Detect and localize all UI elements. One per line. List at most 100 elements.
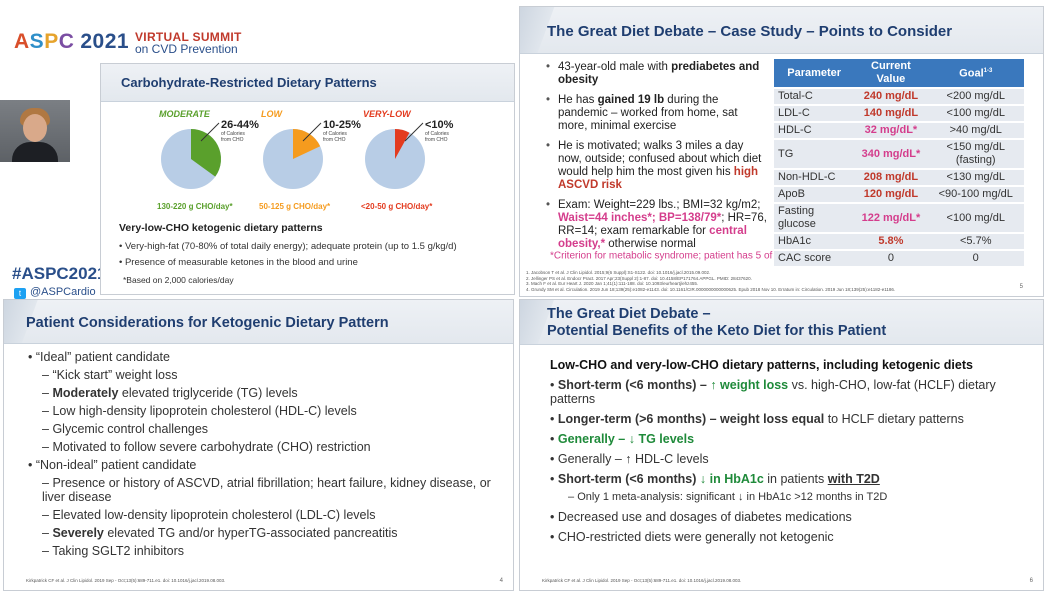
slide-title-bar: Carbohydrate-Restricted Dietary Patterns xyxy=(101,64,514,102)
sub-item: – Severely elevated TG and/or hyperTG-as… xyxy=(42,526,398,540)
pie-callout-line xyxy=(200,122,220,142)
pie-percentage: <10% of Calories from CHO xyxy=(425,119,454,143)
benefit-item: • Decreased use and dosages of diabetes … xyxy=(550,510,852,524)
slide-title-bar: The Great Diet Debate – Case Study – Poi… xyxy=(520,7,1043,54)
calorie-footnote: *Based on 2,000 calories/day xyxy=(123,275,234,285)
cell-parameter: LDL-C xyxy=(774,105,855,123)
table-row: Total-C 240 mg/dL <200 mg/dL xyxy=(774,88,1024,106)
pie-cho-range: <20-50 g CHO/day* xyxy=(361,202,433,211)
slide-title: Carbohydrate-Restricted Dietary Patterns xyxy=(121,75,377,90)
presenter-video xyxy=(0,100,70,162)
benefits-list: Low-CHO and very-low-CHO dietary pattern… xyxy=(550,358,1020,544)
col-current-value: Current Value xyxy=(854,59,928,89)
sub-item: – Low high-density lipoprotein cholester… xyxy=(42,404,357,418)
keto-subhead: Very-low-CHO ketogenic dietary patterns xyxy=(119,222,323,234)
cell-parameter: HDL-C xyxy=(774,122,855,140)
pie-chart-very-low: VERY-LOW <10% of Calories from CHO <20-50 g … xyxy=(361,109,463,219)
reference: Kirkpatrick CF et al. J Clin Lipidol. 20… xyxy=(26,578,226,583)
slide-carb-restricted-patterns: Carbohydrate-Restricted Dietary Patterns… xyxy=(100,63,515,295)
cell-current-value: 32 mg/dL* xyxy=(854,122,928,140)
table-row: ApoB 120 mg/dL <90-100 mg/dL xyxy=(774,186,1024,204)
case-bullet-age: 43-year-old male with prediabetes and ob… xyxy=(546,61,768,87)
cell-goal: <130 mg/dL xyxy=(927,169,1024,187)
table-row: LDL-C 140 mg/dL <100 mg/dL xyxy=(774,105,1024,123)
cell-current-value: 208 mg/dL xyxy=(854,169,928,187)
cell-goal: <100 mg/dL xyxy=(927,105,1024,123)
cell-parameter: Non-HDL-C xyxy=(774,169,855,187)
benefit-item: • Generally – ↑ HDL-C levels xyxy=(550,452,709,466)
pie-cho-range: 50-125 g CHO/day* xyxy=(259,202,331,211)
pie-callout-line xyxy=(404,122,424,142)
pie-slice-cho xyxy=(293,129,321,159)
benefits-lead: Low-CHO and very-low-CHO dietary pattern… xyxy=(550,358,973,372)
cell-current-value: 5.8% xyxy=(854,233,928,251)
pie-chart-low: LOW 10-25% of Calories from CHO 50-125 g CHO… xyxy=(259,109,361,219)
cell-current-value: 0 xyxy=(854,250,928,268)
pie-slice-cho xyxy=(395,129,410,159)
considerations-list: • “Ideal” patient candidate – “Kick star… xyxy=(28,350,498,562)
col-parameter: Parameter xyxy=(774,59,855,89)
keto-bullet: • Presence of measurable ketones in the … xyxy=(119,257,358,268)
brand-aspc: ASPC xyxy=(14,30,75,53)
slide-title-bar: Patient Considerations for Ketogenic Die… xyxy=(4,300,513,344)
cell-goal: <90-100 mg/dL xyxy=(927,186,1024,204)
benefit-subitem: – Only 1 meta-analysis: significant ↓ in… xyxy=(568,491,888,503)
brand-year: 2021 xyxy=(80,30,130,53)
event-hashtag: #ASPC2021 xyxy=(12,264,107,283)
cell-goal: <100 mg/dL xyxy=(927,203,1024,234)
case-bullet-exam: Exam: Weight=229 lbs.; BMI=32 kg/m2; Wai… xyxy=(546,199,768,251)
case-bullet-motivation: He is motivated; walks 3 miles a day now… xyxy=(546,140,768,192)
table-row: TG 340 mg/dL* <150 mg/dL (fasting) xyxy=(774,139,1024,170)
references: 1. Jacobson T et al. J Clin Lipidol. 201… xyxy=(526,270,896,292)
table-row: Non-HDL-C 208 mg/dL <130 mg/dL xyxy=(774,169,1024,187)
slide-title: The Great Diet Debate – Case Study – Poi… xyxy=(547,23,953,40)
cell-goal: <150 mg/dL (fasting) xyxy=(927,139,1024,170)
cell-goal: >40 mg/dL xyxy=(927,122,1024,140)
pie-cho-range: 130-220 g CHO/day* xyxy=(157,202,233,211)
pie-callout-line xyxy=(302,122,322,142)
sub-item: – Presence or history of ASCVD, atrial f… xyxy=(42,476,491,504)
sub-item: – Elevated low-density lipoprotein chole… xyxy=(42,508,376,522)
pie-label: VERY-LOW xyxy=(363,109,411,119)
cell-parameter: TG xyxy=(774,139,855,170)
benefit-item: • Generally – ↓ TG levels xyxy=(550,432,695,446)
twitter-handle: t @ASPCardio xyxy=(14,286,96,299)
sub-item: – “Kick start” weight loss xyxy=(42,368,178,382)
cell-current-value: 140 mg/dL xyxy=(854,105,928,123)
benefit-item: • Short-term (<6 months) ↓ in HbA1c in p… xyxy=(550,472,880,486)
page-number: 4 xyxy=(499,578,503,584)
cell-parameter: HbA1c xyxy=(774,233,855,251)
ideal-heading: • “Ideal” patient candidate xyxy=(28,350,170,364)
twitter-handle-text: @ASPCardio xyxy=(30,286,96,298)
event-logo: ASPC 2021 xyxy=(14,30,129,54)
pie-label: MODERATE xyxy=(159,109,210,119)
sub-item: – Taking SGLT2 inhibitors xyxy=(42,544,184,558)
table-row: Fasting glucose 122 mg/dL* <100 mg/dL xyxy=(774,203,1024,234)
slide-title-bar: The Great Diet Debate – Potential Benefit… xyxy=(520,300,1043,345)
sub-item: – Motivated to follow severe carbohydrat… xyxy=(42,440,371,454)
table-row: CAC score 0 0 xyxy=(774,250,1024,268)
slide-keto-benefits: The Great Diet Debate – Potential Benefit… xyxy=(519,299,1044,591)
reference: Kirkpatrick CF et al. J Clin Lipidol. 20… xyxy=(542,578,742,583)
table-row: HDL-C 32 mg/dL* >40 mg/dL xyxy=(774,122,1024,140)
slide-title: The Great Diet Debate – Potential Benefit… xyxy=(547,306,887,339)
slide-patient-considerations: Patient Considerations for Ketogenic Die… xyxy=(3,299,514,591)
cell-parameter: ApoB xyxy=(774,186,855,204)
pie-percentage: 10-25% of Calories from CHO xyxy=(323,119,361,143)
cell-parameter: Total-C xyxy=(774,88,855,106)
table-header-row: Parameter Current Value Goal1-3 xyxy=(774,59,1024,89)
pie-label: LOW xyxy=(261,109,282,119)
cell-current-value: 120 mg/dL xyxy=(854,186,928,204)
lab-values-table: Parameter Current Value Goal1-3 Total-C 2… xyxy=(774,59,1024,268)
case-bullets: 43-year-old male with prediabetes and ob… xyxy=(546,61,768,258)
cell-current-value: 122 mg/dL* xyxy=(854,203,928,234)
col-goal: Goal1-3 xyxy=(927,59,1024,89)
cell-current-value: 340 mg/dL* xyxy=(854,139,928,170)
slide-title: Patient Considerations for Ketogenic Die… xyxy=(26,315,389,331)
cell-goal: <5.7% xyxy=(927,233,1024,251)
table-row: HbA1c 5.8% <5.7% xyxy=(774,233,1024,251)
virtual-summit-label: VIRTUAL SUMMIT on CVD Prevention xyxy=(135,31,242,55)
virtual-summit-text: VIRTUAL SUMMIT xyxy=(135,30,242,44)
cell-current-value: 240 mg/dL xyxy=(854,88,928,106)
benefit-item: • CHO-restricted diets were generally no… xyxy=(550,530,834,544)
